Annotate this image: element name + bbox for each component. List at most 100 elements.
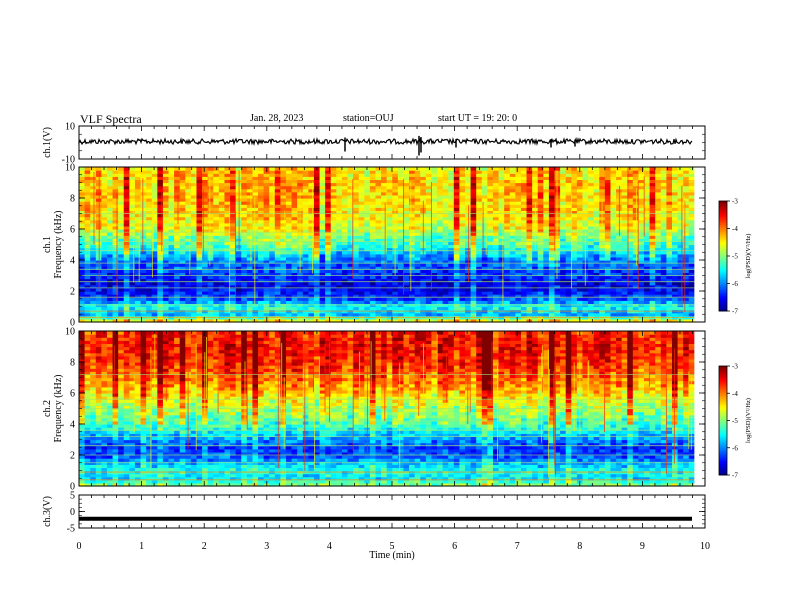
spectrogram-cell [437,281,444,286]
spectrogram-cell [610,238,617,242]
spectrogram-cell [252,291,259,295]
spectrogram-cell [453,244,460,249]
spectrogram-cell [616,294,623,298]
spectrogram-cell [627,247,634,252]
spectrogram-cell [677,260,684,264]
spectrogram-cell [168,263,175,267]
spectrogram-cell [437,244,444,249]
spectrogram-cell [397,306,405,311]
spectrogram-cell [123,241,130,246]
spectrogram-cell [235,250,242,255]
spectrogram-cell [644,260,651,264]
spectrogram-cell [470,238,477,242]
spectrogram-cell [588,260,595,264]
spectrogram-cell [448,266,455,270]
spectrogram-cell [101,263,108,267]
spectrogram-cell [313,232,321,236]
spectrogram-cell [308,312,315,317]
spectrogram-cell [515,269,522,273]
spectrogram-cell [392,300,399,304]
spectrogram-cell [498,275,505,280]
spectrogram-cell [230,297,237,301]
spectrogram-cell [157,281,164,286]
spectrogram-cell [532,306,539,311]
spectrogram-cell [207,278,214,283]
spectrogram-cell [364,238,371,242]
spectrogram-cell [252,229,259,233]
spectrogram-cell [487,263,494,267]
spectrogram-cell [151,287,158,292]
spectrogram-cell [409,244,416,249]
spectrogram-cell [638,232,645,236]
spectrogram-cell [638,284,645,289]
spectrogram-cell [425,235,433,239]
spectrogram-cell [470,272,477,277]
spectrogram-cell [537,238,544,242]
spectrogram-cell [364,297,371,301]
spectrogram-cell [224,253,231,258]
spectrogram-cell [246,291,254,295]
spectrogram-cell [90,253,97,258]
spectrogram-cell [190,232,198,236]
spectrogram-cell [576,312,584,317]
spectrogram-cell [660,266,667,270]
spectrogram-cell [258,263,265,267]
spectrogram-cell [140,260,147,264]
spectrogram-cell [492,312,500,317]
spectrogram-cell [241,229,248,233]
spectrogram-cell [403,247,410,252]
spectrogram-cell [599,244,606,249]
spectrogram-cell [358,266,365,270]
spectrogram-cell [565,284,572,289]
spectrogram-cell [190,256,198,261]
spectrogram-cell [302,312,309,317]
spectrogram-cell [308,244,315,249]
spectrogram-cell [134,275,142,280]
spectrogram-cell [274,260,281,264]
spectrogram-cell [459,241,466,246]
spectrogram-cell [341,318,349,323]
spectrogram-cell [397,241,405,246]
spectrogram-cell [644,287,651,292]
spectrogram-cell [437,266,444,270]
spectrogram-cell [168,241,175,246]
spectrogram-cell [123,294,130,298]
spectrogram-cell [526,253,533,258]
spectrogram-cell [134,244,142,249]
spectrogram-cell [520,272,528,277]
spectrogram-cell [576,235,584,239]
spectrogram-cell [157,232,164,236]
spectrogram-cell [364,287,371,292]
spectrogram-cell [375,241,382,246]
spectrogram-cell [174,312,181,317]
spectrogram-cell [671,287,679,292]
spectrogram-cell [397,253,405,258]
spectrogram-cell [453,287,460,292]
spectrogram-cell [448,235,455,239]
spectrogram-cell [224,241,231,246]
spectrogram-cell [79,287,86,292]
spectrogram-cell [660,241,667,246]
spectrogram-cell [162,297,170,301]
spectrogram-cell [492,269,500,273]
spectrogram-cell [118,272,125,277]
spectrogram-cell [599,263,606,267]
spectrogram-cell [459,294,466,298]
spectrogram-cell [84,253,91,258]
spectrogram-cell [403,266,410,270]
spectrogram-cell [504,291,511,295]
spectrogram-cell [420,294,427,298]
spectrogram-cell [632,294,640,298]
spectrogram-cell [565,272,572,277]
spectrogram-cell [118,232,125,236]
spectrogram-cell [453,238,460,242]
spectrogram-cell [420,318,427,323]
spectrogram-cell [224,250,231,255]
spectrogram-cell [492,272,500,277]
spectrogram-cell [660,291,667,295]
spectrogram-cell [252,235,259,239]
spectrogram-cell [425,269,433,273]
spectrogram-cell [123,291,130,295]
spectrogram-cell [409,241,416,246]
spectrogram-cell [79,312,86,317]
